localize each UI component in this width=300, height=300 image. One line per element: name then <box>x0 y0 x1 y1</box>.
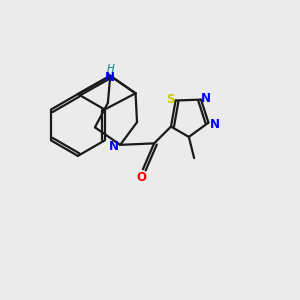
Text: O: O <box>136 171 146 184</box>
Text: N: N <box>105 71 115 84</box>
Text: S: S <box>166 92 175 106</box>
Text: H: H <box>106 64 114 74</box>
Text: N: N <box>210 118 220 130</box>
Text: N: N <box>109 140 119 153</box>
Text: N: N <box>201 92 211 105</box>
